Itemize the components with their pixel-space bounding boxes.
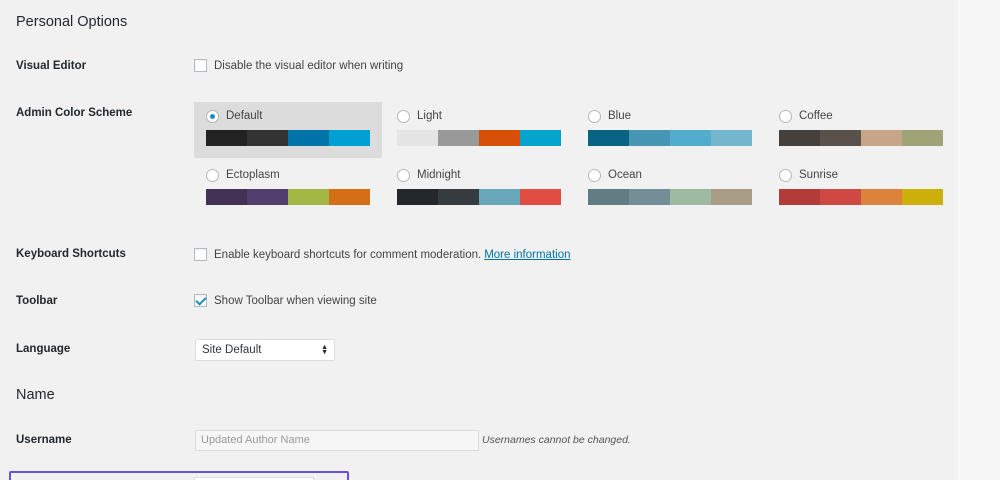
color-scheme-swatches <box>588 130 752 146</box>
color-swatch <box>670 130 711 146</box>
username-note: Usernames cannot be changed. <box>482 434 631 446</box>
color-swatch <box>288 130 329 146</box>
color-scheme-option-header: Midnight <box>397 167 561 183</box>
color-swatch <box>438 130 479 146</box>
color-swatch <box>861 189 902 205</box>
color-swatch <box>711 189 752 205</box>
color-swatch <box>861 130 902 146</box>
visual-editor-checkbox[interactable] <box>194 59 207 72</box>
color-scheme-name: Ocean <box>608 169 642 181</box>
toolbar-checkbox-text: Show Toolbar when viewing site <box>214 294 377 307</box>
color-swatch <box>247 130 288 146</box>
color-scheme-option-header: Blue <box>588 108 752 124</box>
visual-editor-field[interactable]: Disable the visual editor when writing <box>194 59 403 72</box>
color-scheme-name: Sunrise <box>799 169 838 181</box>
color-scheme-radio[interactable] <box>206 168 219 182</box>
keyboard-shortcuts-field[interactable]: Enable keyboard shortcuts for comment mo… <box>194 248 571 261</box>
color-swatch <box>520 189 561 205</box>
color-scheme-option-header: Ocean <box>588 167 752 183</box>
select-arrows-icon: ▲ ▼ <box>321 344 328 356</box>
color-swatch <box>902 189 943 205</box>
color-scheme-option[interactable]: Sunrise <box>767 161 955 217</box>
keyboard-shortcuts-checkbox[interactable] <box>194 248 207 261</box>
color-scheme-option-header: Ectoplasm <box>206 167 370 183</box>
toolbar-label: Toolbar <box>16 295 58 307</box>
color-swatch <box>288 189 329 205</box>
color-swatch <box>820 189 861 205</box>
color-scheme-option-header: Sunrise <box>779 167 943 183</box>
visual-editor-label: Visual Editor <box>16 60 87 72</box>
color-swatch <box>711 130 752 146</box>
next-field-input[interactable] <box>194 477 314 480</box>
color-scheme-option[interactable]: Light <box>385 102 573 158</box>
section-title-name: Name <box>16 387 55 403</box>
color-swatch <box>479 189 520 205</box>
color-swatch <box>629 189 670 205</box>
color-scheme-name: Ectoplasm <box>226 169 280 181</box>
color-scheme-radio[interactable] <box>779 109 792 123</box>
username-label: Username <box>16 434 72 446</box>
color-swatch <box>629 130 670 146</box>
color-scheme-radio[interactable] <box>588 109 601 123</box>
color-scheme-swatches <box>397 189 561 205</box>
color-scheme-radio[interactable] <box>588 168 601 182</box>
color-scheme-swatches <box>779 189 943 205</box>
page-right-edge <box>958 0 1000 480</box>
color-scheme-name: Midnight <box>417 169 461 181</box>
keyboard-shortcuts-label: Keyboard Shortcuts <box>16 248 126 260</box>
color-scheme-name: Default <box>226 110 263 122</box>
toolbar-checkbox[interactable] <box>194 294 207 307</box>
color-swatch <box>329 130 370 146</box>
section-title-personal-options: Personal Options <box>16 14 128 30</box>
language-select[interactable]: Site Default ▲ ▼ <box>195 339 335 361</box>
color-swatch <box>247 189 288 205</box>
color-scheme-radio[interactable] <box>397 109 410 123</box>
color-swatch <box>206 189 247 205</box>
color-swatch <box>206 130 247 146</box>
color-scheme-radio[interactable] <box>206 109 219 123</box>
language-select-value: Site Default <box>202 344 262 356</box>
color-scheme-option[interactable]: Ocean <box>576 161 764 217</box>
color-swatch <box>670 189 711 205</box>
color-swatch <box>479 130 520 146</box>
color-scheme-radio[interactable] <box>397 168 410 182</box>
color-swatch <box>779 189 820 205</box>
keyboard-shortcuts-text: Enable keyboard shortcuts for comment mo… <box>214 248 482 261</box>
color-scheme-name: Blue <box>608 110 632 122</box>
color-scheme-swatches <box>206 189 370 205</box>
color-scheme-option[interactable]: Midnight <box>385 161 573 217</box>
color-swatch <box>397 130 438 146</box>
color-swatch <box>397 189 438 205</box>
color-scheme-name: Light <box>417 110 442 122</box>
color-scheme-option-header: Coffee <box>779 108 943 124</box>
color-scheme-name: Coffee <box>799 110 833 122</box>
color-swatch <box>902 130 943 146</box>
admin-color-scheme-label: Admin Color Scheme <box>16 107 133 119</box>
color-scheme-swatches <box>397 130 561 146</box>
color-swatch <box>520 130 561 146</box>
highlight-box <box>9 471 349 480</box>
visual-editor-checkbox-text: Disable the visual editor when writing <box>214 59 404 72</box>
language-label: Language <box>16 343 71 355</box>
color-scheme-swatches <box>779 130 943 146</box>
color-scheme-radio[interactable] <box>779 168 792 182</box>
color-scheme-option[interactable]: Coffee <box>767 102 955 158</box>
color-scheme-option[interactable]: Blue <box>576 102 764 158</box>
color-scheme-option-header: Default <box>206 108 370 124</box>
color-swatch <box>588 189 629 205</box>
color-swatch <box>779 130 820 146</box>
color-scheme-option-header: Light <box>397 108 561 124</box>
color-swatch <box>588 130 629 146</box>
toolbar-field[interactable]: Show Toolbar when viewing site <box>194 294 377 307</box>
color-scheme-option[interactable]: Ectoplasm <box>194 161 382 217</box>
color-swatch <box>329 189 370 205</box>
username-input[interactable]: Updated Author Name <box>195 430 479 451</box>
color-swatch <box>820 130 861 146</box>
color-scheme-swatches <box>588 189 752 205</box>
color-scheme-option[interactable]: Default <box>194 102 382 158</box>
color-swatch <box>438 189 479 205</box>
more-information-link[interactable]: More information <box>484 248 571 261</box>
color-scheme-swatches <box>206 130 370 146</box>
